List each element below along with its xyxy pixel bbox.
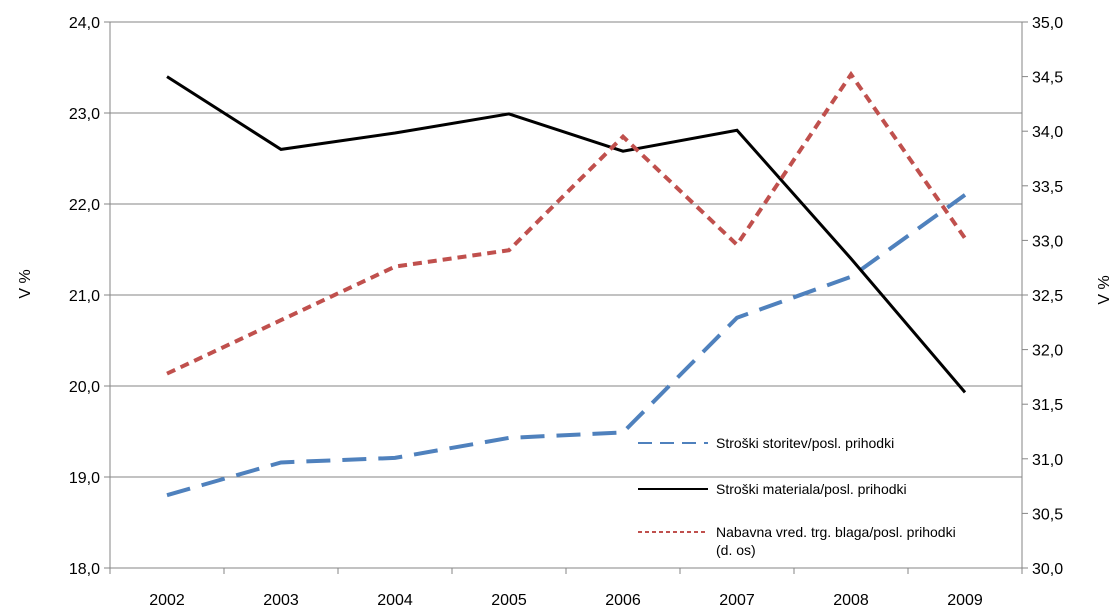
y-tick-label-right: 32,0 [1032, 343, 1063, 360]
x-tick-label: 2007 [719, 592, 755, 609]
legend: Stroški storitev/posl. prihodki Stroški m… [638, 435, 956, 558]
gridlines [110, 21, 1022, 569]
y-tick-label-right: 33,5 [1032, 179, 1063, 196]
y-tick-label-right: 35,0 [1032, 15, 1063, 32]
legend-label-2: Stroški materiala/posl. prihodki [716, 481, 907, 497]
x-tick-label: 2003 [263, 592, 299, 609]
series-lines [166, 70, 967, 498]
y-tick-label-left: 19,0 [69, 470, 100, 487]
y-tick-label-right: 30,0 [1032, 561, 1063, 578]
y-tick-label-left: 24,0 [69, 15, 100, 32]
x-tick-label: 2008 [833, 592, 869, 609]
x-tick-label: 2006 [605, 592, 641, 609]
legend-label-3: Nabavna vred. trg. blaga/posl. prihodki [716, 524, 956, 540]
axes: 18,0 19,0 20,0 21,0 22,0 23,0 24,0 30,0 30,5 31,0… [69, 15, 1063, 609]
x-tick-label: 2002 [149, 592, 185, 609]
series-line-2 [166, 75, 967, 394]
x-tick-label: 2009 [947, 592, 983, 609]
y-tick-label-right: 31,5 [1032, 397, 1063, 414]
y-tick-label-right: 32,5 [1032, 288, 1063, 305]
legend-label-3-line2: (d. os) [716, 542, 756, 558]
y-tick-label-right: 34,5 [1032, 70, 1063, 87]
y-tick-label-right: 34,0 [1032, 124, 1063, 141]
y-tick-label-left: 23,0 [69, 106, 100, 123]
y-tick-label-right: 30,5 [1032, 506, 1063, 523]
series-line-3 [166, 70, 967, 376]
legend-label-1: Stroški storitev/posl. prihodki [716, 435, 894, 451]
y-axis-title-right: V % [1096, 275, 1113, 304]
y-tick-label-left: 20,0 [69, 379, 100, 396]
series-line-1 [166, 193, 967, 498]
x-tick-label: 2004 [377, 592, 413, 609]
y-tick-label-left: 22,0 [69, 197, 100, 214]
y-tick-label-left: 21,0 [69, 288, 100, 305]
y-tick-label-right: 33,0 [1032, 233, 1063, 250]
x-tick-label: 2005 [491, 592, 527, 609]
y-tick-label-right: 31,0 [1032, 452, 1063, 469]
y-tick-label-left: 18,0 [69, 561, 100, 578]
y-axis-title-left: V % [17, 269, 34, 298]
